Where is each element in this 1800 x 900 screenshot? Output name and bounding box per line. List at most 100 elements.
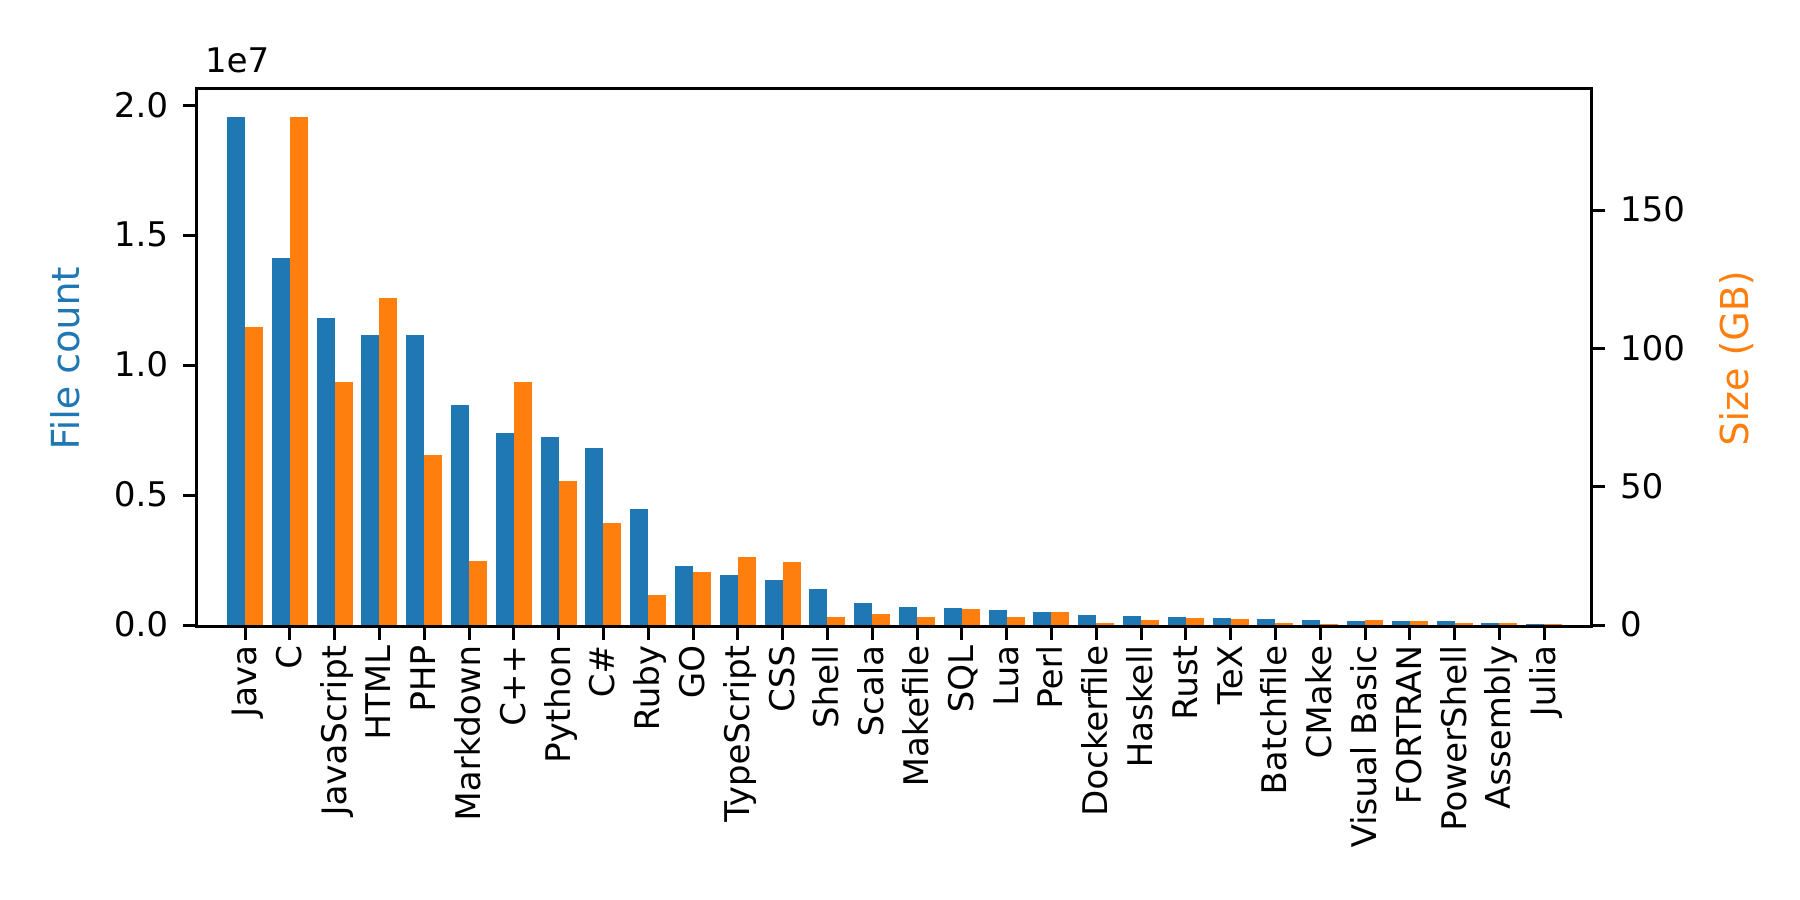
x-tick-label-makefile: Makefile: [897, 645, 937, 787]
bar-size-gb-julia: [1544, 624, 1563, 625]
x-tick-label-batchfile: Batchfile: [1255, 645, 1296, 795]
y-tick-left-0.0: [183, 623, 195, 627]
x-tick-label-visual-basic: Visual Basic: [1345, 645, 1385, 848]
bar-file-count-css: [764, 579, 783, 625]
x-tick-label-html: HTML: [359, 645, 400, 740]
bar-file-count-php: [406, 334, 425, 625]
bar-file-count-batchfile: [1257, 618, 1276, 625]
bar-size-gb-batchfile: [1275, 623, 1294, 625]
bar-size-gb-cmake: [1320, 623, 1339, 625]
bar-size-gb-javascript: [334, 382, 353, 625]
x-tick-batchfile: [1273, 628, 1277, 640]
bar-file-count-sql: [943, 607, 962, 625]
x-tick-label-go: GO: [673, 645, 713, 699]
bar-file-count-visual-basic: [1347, 620, 1365, 625]
y-tick-label-left-1.5: 1.5: [113, 215, 168, 256]
x-tick-julia: [1542, 628, 1546, 640]
bar-file-count-rust: [1167, 616, 1186, 625]
x-tick-label-perl: Perl: [1031, 645, 1072, 709]
x-tick-scala: [870, 628, 874, 640]
bar-size-gb-go: [693, 571, 711, 625]
x-tick-label-haskell: Haskell: [1121, 645, 1161, 768]
bar-file-count-lua: [988, 609, 1007, 625]
x-tick-makefile: [915, 628, 919, 640]
y-tick-left-0.5: [183, 493, 195, 497]
bars-layer: [198, 90, 1590, 625]
bar-size-gb-assembly: [1499, 622, 1518, 625]
bar-file-count-c: [495, 433, 514, 625]
bar-size-gb-haskell: [1141, 619, 1159, 625]
y-tick-right-100: [1593, 347, 1605, 350]
bar-file-count-python: [540, 437, 559, 625]
y-tick-label-right-50: 50: [1620, 466, 1664, 507]
bar-size-gb-lua: [1006, 617, 1025, 625]
bar-file-count-assembly: [1481, 622, 1500, 625]
x-tick-c: [288, 628, 292, 640]
bar-file-count-go: [675, 566, 693, 625]
bar-size-gb-rust: [1185, 617, 1204, 625]
x-tick-perl: [1049, 628, 1053, 640]
x-tick-tex: [1229, 628, 1233, 640]
x-tick-label-c: C++: [493, 645, 534, 726]
x-tick-label-dockerfile: Dockerfile: [1076, 645, 1117, 816]
x-tick-label-typescript: TypeScript: [717, 645, 758, 822]
x-tick-rust: [1184, 628, 1188, 640]
x-tick-sql: [960, 628, 964, 640]
y-tick-label-right-0: 0: [1620, 605, 1642, 645]
bar-file-count-makefile: [899, 607, 917, 625]
bar-file-count-typescript: [719, 574, 738, 625]
y-tick-label-left-0.0: 0.0: [113, 605, 168, 645]
x-tick-label-css: CSS: [762, 645, 803, 712]
bar-size-gb-c: [289, 116, 308, 625]
x-tick-label-c: C: [269, 645, 310, 669]
x-tick-css: [781, 628, 785, 640]
y-tick-right-150: [1593, 208, 1605, 212]
y-tick-label-right-150: 150: [1620, 190, 1685, 231]
bar-size-gb-html: [379, 298, 398, 625]
x-tick-c: [512, 628, 516, 640]
y-tick-label-left-2.0: 2.0: [113, 85, 168, 126]
x-tick-haskell: [1139, 628, 1143, 640]
bar-size-gb-typescript: [737, 557, 756, 625]
bar-file-count-c: [271, 257, 290, 625]
x-tick-visual-basic: [1363, 628, 1367, 640]
x-tick-cmake: [1318, 628, 1322, 640]
bar-size-gb-tex: [1230, 619, 1249, 625]
x-tick-lua: [1005, 628, 1009, 640]
x-tick-python: [557, 628, 561, 640]
y-tick-left-1.0: [183, 363, 195, 367]
bar-size-gb-c: [603, 523, 622, 625]
x-tick-assembly: [1497, 628, 1501, 640]
plot-area: [195, 87, 1593, 628]
x-tick-label-java: Java: [225, 645, 265, 717]
bar-file-count-cmake: [1302, 620, 1321, 625]
x-tick-dockerfile: [1094, 628, 1098, 640]
bar-file-count-markdown: [451, 405, 469, 625]
bar-size-gb-php: [424, 455, 443, 625]
bar-file-count-java: [227, 117, 245, 625]
bar-size-gb-css: [782, 562, 801, 625]
bar-file-count-julia: [1526, 623, 1545, 625]
bar-size-gb-makefile: [917, 616, 935, 625]
x-tick-markdown: [467, 628, 471, 640]
bar-file-count-fortran: [1391, 621, 1410, 625]
bar-size-gb-markdown: [469, 561, 487, 625]
x-tick-label-cmake: CMake: [1300, 645, 1341, 759]
y-tick-left-1.5: [183, 233, 195, 237]
x-tick-typescript: [736, 628, 740, 640]
x-tick-c: [601, 628, 605, 640]
x-tick-label-julia: Julia: [1524, 645, 1565, 717]
x-tick-powershell: [1453, 628, 1457, 640]
x-tick-label-scala: Scala: [852, 645, 893, 737]
x-tick-go: [691, 628, 695, 640]
bar-size-gb-visual-basic: [1365, 619, 1383, 625]
bar-size-gb-powershell: [1454, 623, 1473, 625]
y-tick-left-2.0: [183, 104, 195, 108]
x-tick-fortran: [1408, 628, 1412, 640]
bar-file-count-ruby: [630, 508, 649, 625]
y-tick-right-50: [1593, 485, 1605, 489]
bar-file-count-powershell: [1436, 621, 1455, 625]
x-tick-label-assembly: Assembly: [1479, 645, 1520, 809]
bar-size-gb-c: [513, 382, 532, 625]
bar-file-count-perl: [1033, 612, 1052, 625]
